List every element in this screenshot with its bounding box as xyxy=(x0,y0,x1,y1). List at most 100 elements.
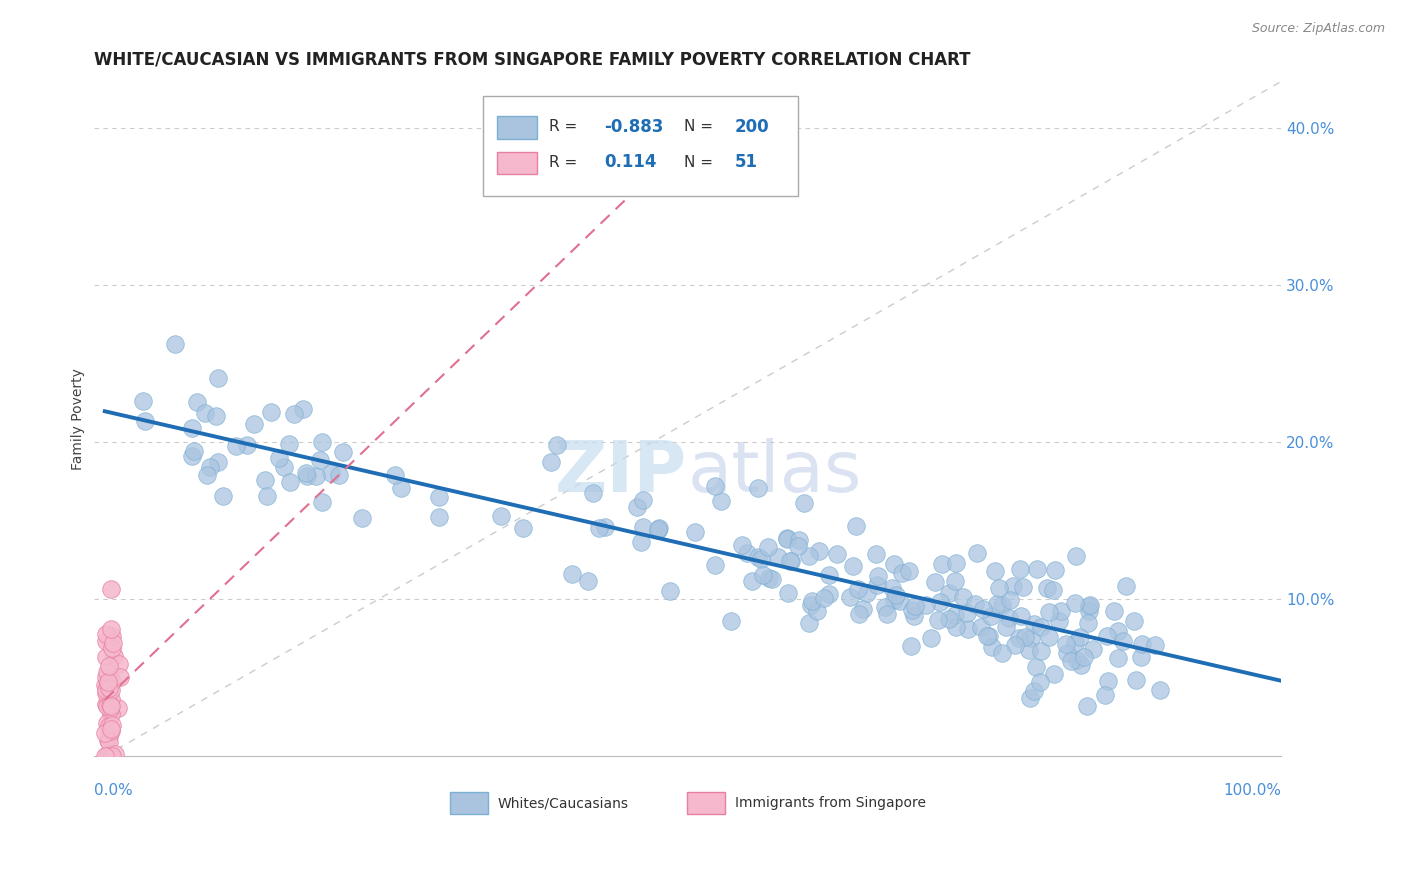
Point xyxy=(704,479,727,493)
Point xyxy=(100,698,122,713)
FancyBboxPatch shape xyxy=(484,96,799,196)
Point xyxy=(194,406,217,420)
Point xyxy=(630,535,652,549)
Point xyxy=(98,735,121,749)
Point xyxy=(747,481,769,495)
Point xyxy=(856,586,879,600)
Text: 200: 200 xyxy=(735,118,769,136)
Point xyxy=(779,554,801,568)
Point xyxy=(1019,691,1042,706)
Point xyxy=(96,698,118,712)
Point xyxy=(101,629,124,643)
Y-axis label: Family Poverty: Family Poverty xyxy=(72,368,86,470)
Point xyxy=(98,696,121,710)
Text: ZIP: ZIP xyxy=(555,438,688,508)
Point xyxy=(1080,598,1102,612)
Point xyxy=(295,469,318,483)
Text: R =: R = xyxy=(548,155,576,169)
Point xyxy=(1038,605,1060,619)
Point xyxy=(98,719,121,733)
Point xyxy=(96,665,118,680)
Point xyxy=(1018,642,1040,657)
Point xyxy=(903,608,925,623)
Point xyxy=(883,592,905,607)
Point xyxy=(924,574,946,589)
Point xyxy=(427,490,450,504)
Point xyxy=(243,417,266,432)
Point xyxy=(212,489,235,503)
Point xyxy=(1078,604,1101,618)
Point xyxy=(186,394,208,409)
Point xyxy=(766,549,789,564)
Text: Immigrants from Singapore: Immigrants from Singapore xyxy=(735,797,927,811)
Point xyxy=(741,574,763,589)
Point xyxy=(277,437,299,451)
Point xyxy=(235,438,257,452)
Point xyxy=(1069,630,1091,644)
Text: N =: N = xyxy=(683,155,713,169)
Point xyxy=(1130,636,1153,650)
Point xyxy=(98,698,121,713)
Point xyxy=(838,590,860,604)
Point xyxy=(328,468,350,483)
Point xyxy=(709,494,731,508)
Text: R =: R = xyxy=(548,119,576,134)
Point xyxy=(1019,631,1042,645)
Point xyxy=(512,521,534,535)
Point xyxy=(994,620,1017,634)
Point xyxy=(1001,579,1024,593)
Point xyxy=(100,674,122,689)
Point xyxy=(108,670,131,684)
Point xyxy=(876,607,898,621)
Text: Whites/Caucasians: Whites/Caucasians xyxy=(498,797,628,811)
Point xyxy=(900,639,922,653)
Point xyxy=(1097,629,1119,643)
Point xyxy=(94,670,117,684)
Point xyxy=(311,434,333,449)
Point xyxy=(806,604,828,618)
Point xyxy=(1056,646,1078,660)
Point xyxy=(104,747,127,761)
Point xyxy=(904,599,927,614)
Point xyxy=(797,549,820,563)
Text: -0.883: -0.883 xyxy=(605,118,664,136)
Point xyxy=(311,495,333,509)
Point xyxy=(800,593,823,607)
Point xyxy=(998,592,1021,607)
Point xyxy=(938,612,960,626)
Text: 0.0%: 0.0% xyxy=(94,783,132,798)
Point xyxy=(1012,580,1035,594)
Point xyxy=(100,672,122,686)
Point xyxy=(100,582,122,597)
Point xyxy=(1107,624,1129,638)
Point xyxy=(97,733,120,747)
Point xyxy=(97,659,120,673)
Point xyxy=(183,443,205,458)
Point xyxy=(780,554,803,568)
Point xyxy=(332,444,354,458)
Point xyxy=(626,500,648,515)
Point xyxy=(94,749,117,764)
Point xyxy=(1115,579,1137,593)
Point xyxy=(808,544,831,558)
Point xyxy=(980,640,1002,655)
Point xyxy=(1010,609,1032,624)
Point xyxy=(980,608,1002,623)
Point xyxy=(1004,638,1026,652)
Point xyxy=(256,490,278,504)
Point xyxy=(350,511,373,525)
Point xyxy=(1042,583,1064,598)
Point xyxy=(787,533,810,547)
FancyBboxPatch shape xyxy=(498,153,537,175)
Point xyxy=(1070,658,1092,673)
Point xyxy=(96,681,118,695)
Point xyxy=(988,581,1011,595)
Point xyxy=(1097,674,1119,689)
Point xyxy=(827,547,849,561)
Point xyxy=(776,586,799,600)
Point xyxy=(576,574,599,588)
FancyBboxPatch shape xyxy=(498,117,537,139)
Point xyxy=(96,715,118,730)
Text: WHITE/CAUCASIAN VS IMMIGRANTS FROM SINGAPORE FAMILY POVERTY CORRELATION CHART: WHITE/CAUCASIAN VS IMMIGRANTS FROM SINGA… xyxy=(94,51,970,69)
Point xyxy=(97,749,120,764)
